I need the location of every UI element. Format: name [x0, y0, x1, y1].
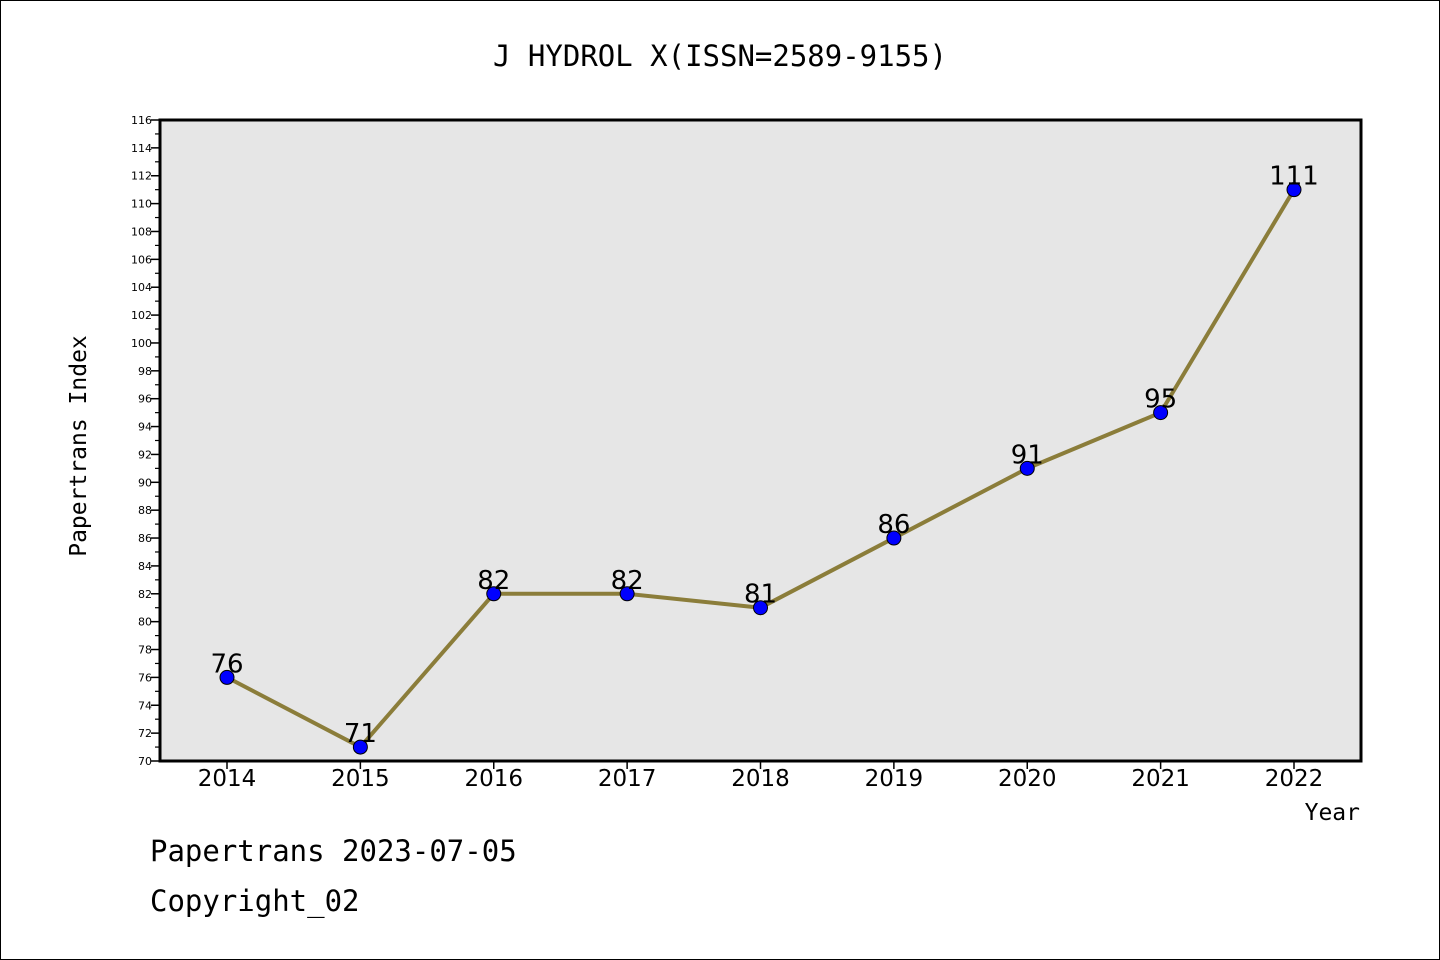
data-label: 82	[477, 566, 510, 596]
y-tick-label: 92	[138, 448, 152, 461]
footer-copyright-text: Copyright_02	[150, 884, 360, 918]
data-point	[1019, 460, 1035, 476]
y-tick-label: 116	[131, 114, 152, 127]
y-tick-label: 72	[138, 727, 152, 740]
data-point	[619, 586, 635, 602]
x-axis: 2014 2015 2016 2017 2018 2019 2020 2021 2022	[198, 761, 1324, 792]
y-tick-label: 108	[131, 225, 152, 238]
y-tick-label: 74	[138, 699, 152, 712]
data-label: 71	[344, 719, 377, 749]
y-tick-label: 82	[138, 588, 152, 601]
plot-area	[158, 118, 1363, 763]
data-point	[219, 669, 235, 685]
y-tick-label: 102	[131, 309, 152, 322]
data-point	[753, 600, 768, 616]
y-tick-label: 106	[131, 253, 152, 266]
x-tick-label: 2017	[598, 766, 657, 792]
y-tick-label: 110	[131, 198, 152, 211]
x-tick-label: 2020	[998, 766, 1057, 792]
y-tick-label: 70	[138, 755, 152, 768]
y-tick-label: 88	[138, 504, 152, 517]
data-label: 86	[877, 510, 910, 540]
x-tick-label: 2022	[1265, 766, 1324, 792]
data-label: 111	[1269, 162, 1319, 192]
y-axis-label: Papertrans Index	[66, 335, 92, 557]
data-point	[352, 739, 368, 755]
y-tick-label: 90	[138, 476, 152, 489]
y-tick-label: 96	[138, 393, 152, 406]
data-label: 76	[210, 649, 243, 679]
series-group: 76 71 82 82 81 86 91 95 111	[210, 162, 1319, 755]
data-point	[1153, 405, 1169, 421]
data-label: 91	[1011, 440, 1044, 470]
y-tick-label: 104	[131, 281, 152, 294]
y-tick-label: 80	[138, 616, 152, 629]
data-label: 82	[611, 566, 644, 596]
x-tick-label: 2018	[731, 766, 790, 792]
y-tick-label: 112	[131, 170, 152, 183]
y-tick-label: 78	[138, 644, 152, 657]
y-tick-label: 84	[138, 560, 152, 573]
x-tick-label: 2021	[1131, 766, 1190, 792]
data-point	[486, 586, 502, 602]
chart-title: J HYDROL X(ISSN=2589-9155)	[493, 39, 947, 73]
footer-date-text: Papertrans 2023-07-05	[150, 834, 517, 868]
data-label: 95	[1144, 385, 1177, 415]
x-tick-label: 2016	[464, 766, 523, 792]
y-axis: 70 72 74 76 78 80 82 84 86 88 90 92 94 96 98 100 102 104 1…	[131, 114, 160, 768]
y-tick-label: 94	[138, 421, 152, 434]
y-tick-label: 76	[138, 671, 152, 684]
x-tick-label: 2015	[331, 766, 390, 792]
y-tick-label: 114	[131, 142, 152, 155]
x-axis-label: Year	[1305, 800, 1360, 826]
data-label: 81	[744, 580, 777, 610]
data-point	[1286, 182, 1302, 198]
data-point	[886, 530, 902, 546]
y-tick-label: 100	[131, 337, 152, 350]
y-tick-label: 86	[138, 532, 152, 545]
x-tick-label: 2014	[198, 766, 257, 792]
x-tick-label: 2019	[865, 766, 924, 792]
y-tick-label: 98	[138, 365, 152, 378]
